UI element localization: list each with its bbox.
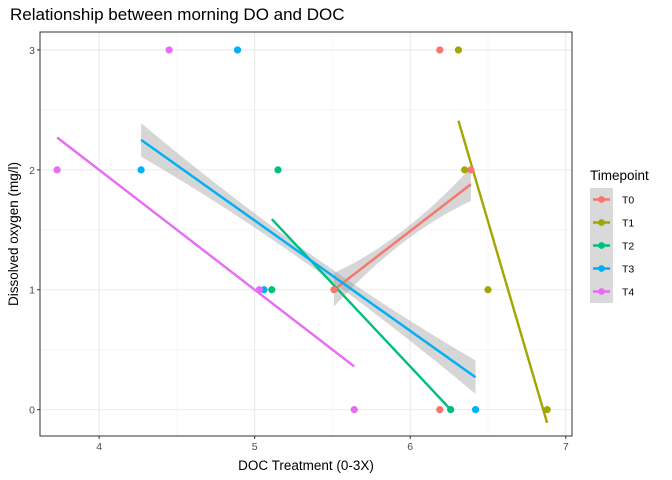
- data-point-t2: [447, 406, 455, 414]
- data-point-t3: [233, 46, 242, 54]
- legend: Timepoint T0 T1 T2 T3 T4: [590, 168, 649, 303]
- legend-key-point: [598, 219, 605, 226]
- fit-line-t2: [270, 218, 452, 411]
- data-point-t1: [454, 46, 463, 54]
- data-point-t2: [274, 166, 282, 174]
- data-point-t0: [436, 46, 444, 54]
- legend-label-t3: T3: [622, 264, 634, 276]
- legend-label-t4: T4: [622, 287, 634, 299]
- data-point-t4: [255, 286, 263, 294]
- y-tick-label: 1: [29, 285, 35, 297]
- data-point-t1: [461, 166, 469, 174]
- data-point-t3: [137, 166, 145, 174]
- data-point-t4: [350, 406, 358, 414]
- x-tick-label: 4: [96, 441, 102, 453]
- plot-border: [39, 31, 573, 437]
- legend-key-point: [598, 265, 605, 272]
- legend-label-t1: T1: [622, 218, 634, 230]
- x-axis: 4 5 6 7: [96, 436, 569, 453]
- legend-key-point: [598, 288, 605, 295]
- data-point-t0: [436, 406, 444, 414]
- fit-line-t0: [333, 183, 472, 291]
- fit-line-t4: [56, 136, 355, 368]
- x-tick-label: 6: [407, 441, 413, 453]
- legend-title: Timepoint: [590, 168, 649, 183]
- grid: [40, 32, 572, 436]
- fit-line-t3: [140, 138, 477, 379]
- legend-key-point: [598, 242, 605, 249]
- data-point-t1: [484, 286, 492, 294]
- y-axis-title: Dissolved oxygen (mg/l): [6, 162, 21, 306]
- data-point-t4: [53, 166, 61, 174]
- y-axis: 0 1 2 3: [29, 45, 40, 417]
- data-points: [53, 46, 551, 414]
- data-point-t4: [165, 46, 173, 54]
- legend-label-t2: T2: [622, 241, 634, 253]
- y-tick-label: 0: [29, 405, 35, 417]
- x-tick-label: 7: [563, 441, 569, 453]
- chart-title: Relationship between morning DO and DOC: [10, 5, 345, 24]
- plot-panel: [40, 32, 572, 436]
- y-tick-label: 2: [29, 165, 35, 177]
- data-point-t0: [467, 166, 475, 174]
- x-tick-label: 5: [252, 441, 258, 453]
- data-point-t1: [543, 406, 551, 414]
- legend-label-t0: T0: [622, 195, 634, 207]
- data-point-t0: [330, 286, 338, 294]
- x-axis-title: DOC Treatment (0-3X): [238, 458, 374, 473]
- legend-key-point: [598, 196, 605, 203]
- data-point-t2: [268, 286, 276, 294]
- y-tick-label: 3: [29, 45, 35, 57]
- data-point-t3: [471, 406, 480, 414]
